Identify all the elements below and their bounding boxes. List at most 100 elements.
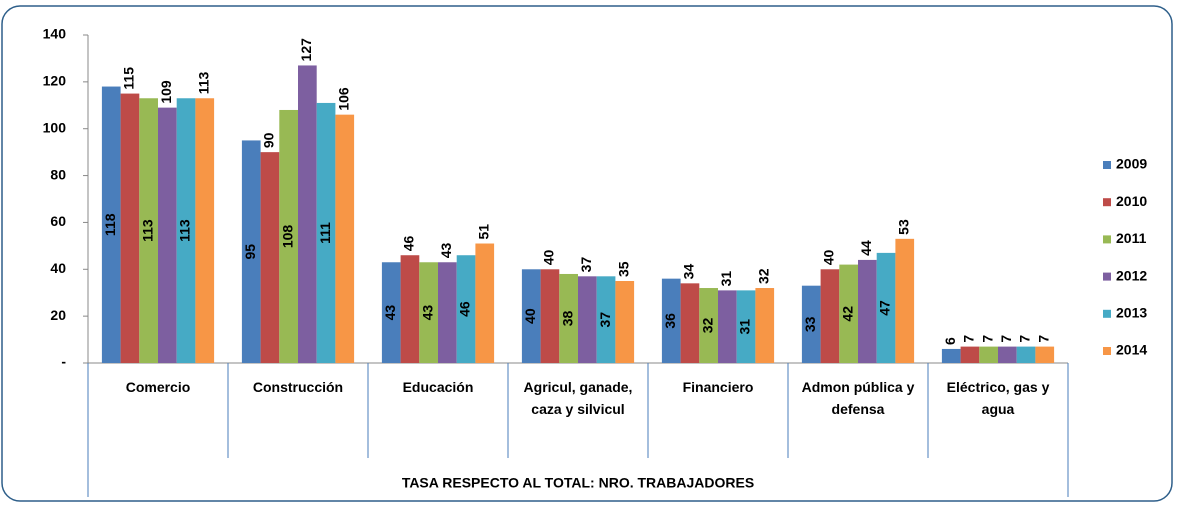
data-label: 38 [559,310,575,326]
x-tick-label: Financiero [682,379,754,395]
data-label: 31 [718,271,734,287]
data-label: 31 [737,319,753,335]
bar [195,98,215,363]
bar [801,285,821,363]
bar [260,152,280,363]
x-tick-label: Educación [402,379,474,395]
data-label: 34 [681,264,697,280]
x-axis-title: TASA RESPECTO AL TOTAL: NRO. TRABAJADORE… [402,475,754,491]
data-label: 115 [121,67,137,90]
data-label: 7 [979,335,995,343]
bar [279,109,298,363]
x-tick-label: Eléctrico, gas y agua [946,379,1050,417]
data-label: 46 [457,301,473,317]
bar [699,288,718,363]
bar [661,278,681,363]
data-label: 40 [541,249,557,265]
data-label: 7 [1017,335,1033,343]
data-label: 111 [317,222,333,244]
data-label: 35 [615,261,631,277]
bar [139,98,158,363]
data-label: 40 [522,308,538,324]
legend-label: 2013 [1116,305,1147,321]
bar [101,86,121,364]
y-tick-label: 140 [43,26,67,42]
bar [596,276,616,363]
data-label: 95 [242,244,258,260]
bar [578,276,597,363]
legend-swatch [1103,235,1111,244]
bar [559,273,578,363]
legend-swatch [1103,198,1111,207]
bar [839,264,858,363]
data-label: 46 [401,235,417,251]
y-tick-label: 80 [50,166,66,182]
bar [475,243,495,363]
data-label: 43 [382,305,398,321]
bar [1035,346,1055,363]
bar [298,65,317,363]
legend-label: 2012 [1116,267,1147,283]
data-label: 113 [195,71,211,94]
bar [120,93,140,364]
bar [876,252,896,363]
legend-label: 2010 [1116,193,1147,209]
y-tick-label: 20 [50,307,66,323]
data-label: 32 [755,268,771,284]
bar [1016,346,1036,363]
data-label: 109 [158,80,174,104]
legend-label: 2009 [1116,156,1147,172]
bar [680,283,700,363]
data-label: 7 [998,335,1014,343]
bar [736,290,756,363]
bar [895,238,915,363]
data-label: 90 [261,132,277,148]
data-label: 106 [335,87,351,111]
data-label: 33 [802,316,818,332]
data-label: 127 [298,38,314,62]
x-tick-label: Agricul, ganade, caza y silvicul [523,379,633,417]
bar [998,346,1017,363]
bar [755,288,775,363]
bar [979,346,998,363]
legend-swatch [1103,272,1111,281]
bar [718,290,737,363]
legend-label: 2011 [1116,230,1147,246]
data-label: 7 [1035,335,1051,343]
x-tick-label: Construcción [252,379,344,395]
x-tick-label: Comercio [125,379,191,395]
data-label: 44 [858,240,874,256]
x-tick-label: Admon pública y defensa [801,379,915,417]
data-label: 47 [877,300,893,316]
data-label: 51 [475,224,491,240]
data-label: 108 [279,225,295,249]
bar [316,102,336,363]
legend-swatch [1103,309,1111,318]
y-tick-label: 100 [43,119,67,135]
bar [381,262,401,363]
bar [540,269,560,363]
bar [820,269,840,363]
y-tick-label: 40 [50,260,66,276]
data-label: 113 [177,219,193,242]
data-label: 37 [578,257,594,273]
bar [176,98,196,363]
bar [158,107,177,363]
bar [335,114,355,364]
y-tick-label: 60 [50,213,66,229]
data-label: 53 [895,219,911,235]
data-label: 32 [699,318,715,334]
bar [438,262,457,363]
bar [419,262,438,363]
bar [858,259,877,363]
bar [941,348,961,363]
data-label: 43 [438,242,454,258]
data-label: 6 [942,337,958,345]
bar [615,281,635,363]
legend-swatch [1103,347,1111,355]
bar [400,255,420,363]
data-label: 40 [821,249,837,265]
bar [521,269,541,363]
